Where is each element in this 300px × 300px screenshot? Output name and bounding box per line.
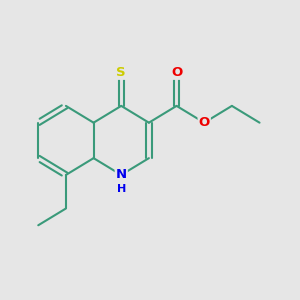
Text: N: N [116, 168, 127, 182]
Text: O: O [171, 66, 182, 79]
Text: H: H [116, 184, 126, 194]
Text: S: S [116, 66, 126, 79]
Text: O: O [199, 116, 210, 129]
